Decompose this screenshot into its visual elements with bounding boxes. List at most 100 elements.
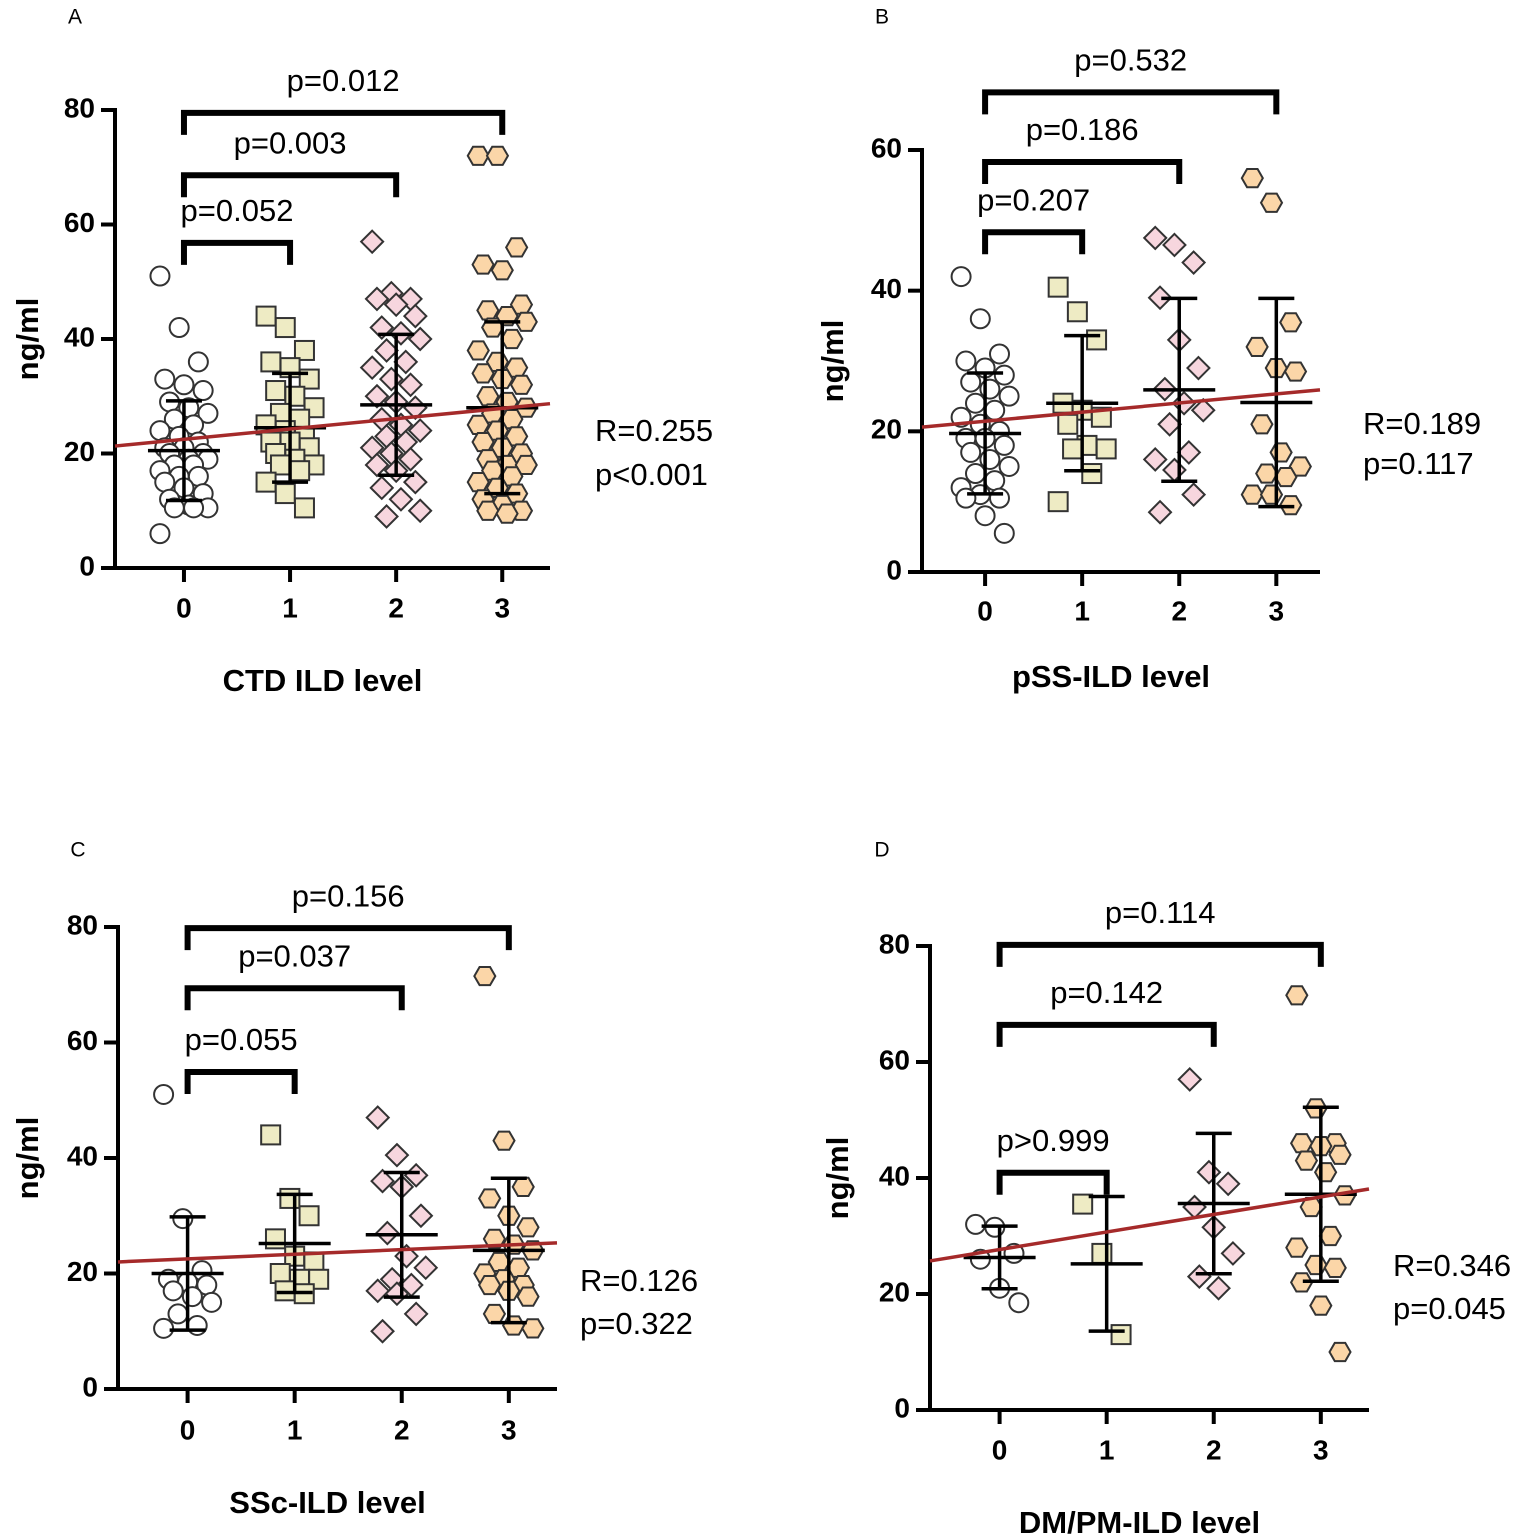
point xyxy=(1318,1225,1343,1247)
point xyxy=(1095,438,1117,460)
point xyxy=(1269,442,1293,463)
x-tick-label: 0 xyxy=(176,592,192,623)
point xyxy=(466,414,490,435)
y-tick-label: 40 xyxy=(64,321,95,352)
point xyxy=(1142,225,1168,251)
point xyxy=(402,303,428,329)
bracket xyxy=(180,109,506,135)
y-axis-label: ng/ml xyxy=(815,320,850,403)
point xyxy=(284,385,306,407)
point xyxy=(466,145,490,166)
point xyxy=(269,454,291,476)
point xyxy=(984,470,1006,492)
point xyxy=(993,364,1015,386)
point xyxy=(407,498,433,524)
point xyxy=(1162,232,1187,258)
point xyxy=(201,1291,223,1313)
point xyxy=(521,1318,545,1339)
p-value: p>0.999 xyxy=(997,1123,1110,1158)
point xyxy=(969,308,991,330)
point xyxy=(955,350,977,372)
stat-text: p=0.322 xyxy=(580,1306,693,1341)
point xyxy=(1259,484,1284,505)
p-value: p=0.186 xyxy=(1026,112,1139,147)
x-tick-label: 3 xyxy=(1313,1434,1329,1465)
point xyxy=(293,339,315,361)
point xyxy=(279,1187,301,1209)
y-tick-label: 20 xyxy=(871,414,902,445)
point xyxy=(274,483,296,505)
point xyxy=(1220,1240,1246,1266)
stat-text: R=0.255 xyxy=(595,413,713,448)
point xyxy=(1255,463,1279,484)
x-tick-label: 1 xyxy=(282,592,298,623)
point xyxy=(950,266,972,288)
point xyxy=(370,1168,395,1194)
point xyxy=(149,420,171,442)
bracket xyxy=(996,941,1324,967)
p-value: p=0.055 xyxy=(185,1022,298,1057)
point xyxy=(516,1217,540,1238)
point xyxy=(1047,276,1069,298)
point xyxy=(984,399,1006,421)
point xyxy=(492,1130,516,1151)
bracket xyxy=(184,1068,298,1094)
point xyxy=(383,292,409,318)
y-tick-label: 40 xyxy=(67,1140,98,1171)
x-tick-label: 2 xyxy=(394,1414,410,1445)
y-tick-label: 80 xyxy=(67,909,98,940)
point xyxy=(365,1105,391,1130)
point xyxy=(1328,1144,1352,1165)
point xyxy=(1196,1159,1222,1185)
point xyxy=(1289,1133,1314,1154)
stat-text: R=0.346 xyxy=(1393,1248,1511,1283)
point xyxy=(1057,413,1079,435)
point xyxy=(955,487,977,509)
x-tick-label: 0 xyxy=(180,1414,196,1445)
point xyxy=(477,1274,502,1296)
stat-text: p=0.045 xyxy=(1393,1291,1506,1326)
point xyxy=(149,265,171,287)
trend-line xyxy=(929,1187,1370,1263)
bracket xyxy=(982,229,1086,255)
point xyxy=(269,1263,291,1284)
point xyxy=(1047,491,1069,513)
point xyxy=(501,1315,526,1336)
trend-line xyxy=(117,1241,558,1264)
point xyxy=(186,1314,208,1336)
point xyxy=(473,965,497,987)
point xyxy=(1181,482,1207,508)
point xyxy=(149,523,171,545)
point xyxy=(993,434,1015,456)
y-tick-label: 20 xyxy=(879,1276,910,1307)
point xyxy=(1177,1066,1203,1092)
point xyxy=(260,1124,282,1146)
point xyxy=(260,351,282,373)
p-value: p=0.156 xyxy=(292,878,405,913)
x-tick-label: 1 xyxy=(1099,1434,1115,1465)
y-tick-label: 60 xyxy=(67,1025,98,1056)
point xyxy=(964,392,986,414)
point xyxy=(466,340,490,361)
bracket xyxy=(184,925,512,951)
p-value: p=0.003 xyxy=(234,125,347,160)
y-axis-label: ng/ml xyxy=(10,298,45,381)
point xyxy=(979,448,1001,470)
point xyxy=(1215,1171,1241,1197)
point xyxy=(187,351,209,373)
point xyxy=(1288,456,1312,477)
point xyxy=(490,260,514,281)
point xyxy=(979,378,1001,400)
x-tick-label: 0 xyxy=(992,1434,1008,1465)
x-tick-label: 1 xyxy=(287,1414,303,1445)
point xyxy=(482,1303,507,1325)
x-tick-label: 3 xyxy=(494,592,510,623)
point xyxy=(407,326,433,352)
point xyxy=(964,463,986,485)
point xyxy=(154,368,176,390)
point xyxy=(1147,499,1173,525)
point xyxy=(993,522,1015,544)
panel-label: D xyxy=(874,839,889,862)
point xyxy=(393,349,419,375)
point xyxy=(398,372,423,398)
